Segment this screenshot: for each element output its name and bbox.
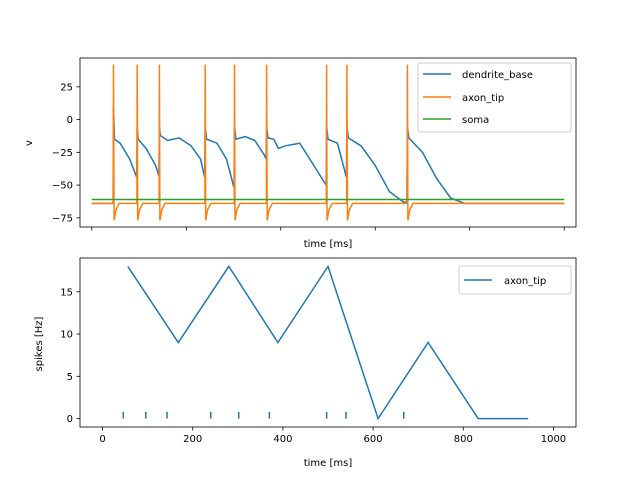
voltage-traces <box>91 64 565 221</box>
rate-panel-xlabel: time [ms] <box>304 458 353 469</box>
rate-y-tick-label: 5 <box>67 372 73 383</box>
voltage-y-tick-label: −50 <box>52 181 73 192</box>
rate-x-tick-label: 800 <box>454 434 473 445</box>
rate-axes-frame <box>79 257 577 428</box>
rate-x-tick-label: 0 <box>99 434 105 445</box>
voltage-axes: −75 −50 −25 0 25 <box>52 57 577 231</box>
rate-y-tick-label: 10 <box>60 330 73 341</box>
rate-traces <box>122 264 529 421</box>
voltage-panel-ylabel: v <box>24 140 35 146</box>
rate-x-tick-label: 600 <box>364 434 383 445</box>
voltage-y-tick-label: −75 <box>52 213 73 224</box>
series-rate-axon-tip-line <box>127 264 529 421</box>
rate-x-tick-label: 1000 <box>541 434 566 445</box>
voltage-panel-xlabel: time [ms] <box>304 239 353 250</box>
legend-label-dendrite-base: dendrite_base <box>462 70 533 81</box>
legend-label-rate-axon-tip: axon_tip <box>504 276 546 287</box>
rate-axes: 0 200 400 600 800 1000 0 5 10 15 <box>60 257 577 445</box>
voltage-y-tick-label: 0 <box>67 115 73 126</box>
series-axon-tip-line <box>91 64 565 221</box>
rate-legend-frame <box>458 265 572 295</box>
legend-label-axon-tip: axon_tip <box>462 93 504 104</box>
voltage-y-tick-label: −25 <box>52 148 73 159</box>
legend-label-soma: soma <box>462 115 489 126</box>
voltage-legend: dendrite_base axon_tip soma <box>417 62 572 133</box>
rate-y-tick-label: 15 <box>60 287 73 298</box>
rate-panel-ylabel: spikes [Hz] <box>34 316 45 371</box>
voltage-legend-frame <box>417 62 572 133</box>
rate-panel: 0 200 400 600 800 1000 0 5 10 15 time [ms] spikes… <box>34 257 577 469</box>
voltage-axes-frame <box>79 57 577 228</box>
rate-y-tick-label: 0 <box>67 414 73 425</box>
voltage-panel: −75 −50 −25 0 25 time [ms] v dendrite_base a… <box>24 57 577 250</box>
rate-legend: axon_tip <box>458 265 572 295</box>
voltage-y-tick-label: 25 <box>60 82 73 93</box>
rate-x-tick-label: 400 <box>273 434 292 445</box>
rate-x-tick-label: 200 <box>183 434 202 445</box>
series-dendrite-base-line <box>91 106 565 205</box>
